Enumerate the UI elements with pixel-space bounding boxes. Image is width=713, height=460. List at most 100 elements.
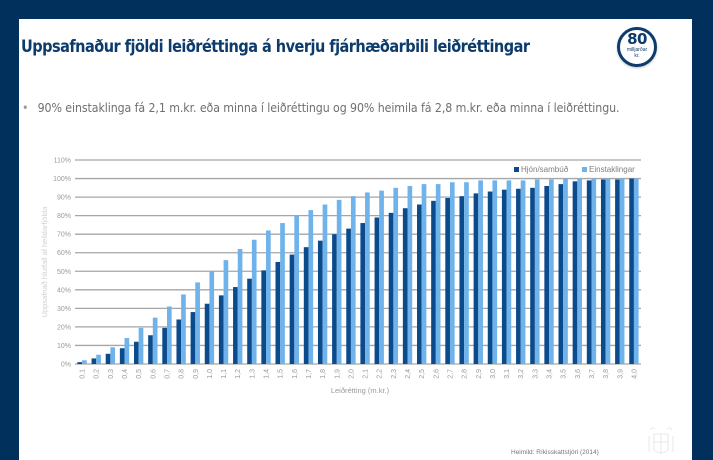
x-tick-label: 1,0 [207, 369, 214, 379]
bar-hjon-sambud [317, 240, 323, 364]
bullet-text: 90% einstaklinga fá 2,1 m.kr. eða minna … [37, 101, 620, 115]
bar-einstaklingar [435, 184, 441, 364]
bar-hjon-sambud [261, 270, 267, 364]
bar-einstaklingar [379, 190, 384, 364]
bar-hjon-sambud [346, 228, 351, 364]
x-tick-label: 0,9 [193, 369, 200, 379]
y-tick-label: 90% [57, 195, 71, 202]
bar-hjon-sambud [162, 327, 167, 364]
x-tick-label: 3,6 [575, 369, 582, 379]
bar-einstaklingar [223, 260, 229, 364]
bullet-marker-icon: • [22, 101, 29, 115]
bar-einstaklingar [82, 360, 87, 364]
bar-hjon-sambud [204, 303, 210, 364]
x-tick-label: 2,1 [363, 369, 370, 379]
x-tick-label: 1,3 [249, 369, 256, 379]
bar-hjon-sambud [275, 262, 281, 364]
bar-einstaklingar [251, 239, 257, 364]
y-tick-label: 110% [54, 158, 71, 165]
bar-hjon-sambud [374, 217, 380, 364]
x-tick-label: 2,4 [405, 369, 412, 379]
bar-hjon-sambud [247, 278, 252, 364]
bar-hjon-sambud [516, 188, 521, 364]
bar-einstaklingar [365, 192, 370, 364]
x-tick-label: 2,7 [447, 369, 454, 379]
bar-hjon-sambud [629, 178, 634, 364]
x-tick-label: 1,9 [334, 369, 341, 379]
bar-einstaklingar [407, 185, 413, 364]
bar-hjon-sambud [388, 212, 394, 364]
y-axis-title: Uppsafnað hlutfall af heildarfjölda [40, 206, 49, 318]
x-tick-label: 3,4 [547, 369, 554, 379]
x-tick-label: 3,7 [589, 369, 596, 379]
bar-hjon-sambud [134, 341, 139, 364]
bar-einstaklingar [280, 223, 285, 364]
bar-hjon-sambud [530, 187, 535, 364]
x-tick-label: 1,2 [235, 369, 242, 379]
x-tick-label: 0,1 [80, 369, 87, 379]
bar-hjon-sambud [218, 295, 224, 364]
x-axis-title: Leiðrétting (m.kr.) [331, 386, 390, 395]
bar-einstaklingar [308, 210, 314, 364]
x-tick-label: 1,7 [306, 369, 313, 379]
bar-einstaklingar [549, 179, 554, 364]
bar-hjon-sambud [417, 204, 422, 364]
bar-einstaklingar [520, 180, 526, 364]
x-tick-label: 1,6 [292, 369, 299, 379]
x-tick-label: 2,6 [433, 369, 440, 379]
bar-einstaklingar [181, 294, 186, 364]
bar-hjon-sambud [176, 319, 182, 364]
legend-swatch-hjon [514, 167, 519, 172]
bar-einstaklingar [605, 178, 611, 364]
x-tick-label: 4,0 [631, 369, 638, 379]
bar-einstaklingar [266, 230, 271, 364]
y-tick-label: 50% [57, 269, 71, 276]
y-tick-labels: 0% 10% 20% 30% 40% 50% 60% 70% 80% 90% 100% 110% [53, 158, 71, 369]
x-tick-label: 2,8 [462, 369, 469, 379]
legend-label-einstaklingar: Einstaklingar [589, 165, 635, 174]
bar-einstaklingar [336, 199, 342, 364]
bar-hjon-sambud [600, 179, 606, 364]
bar-einstaklingar [591, 178, 597, 364]
bar-hjon-sambud [77, 362, 83, 364]
bar-hjon-sambud [572, 181, 578, 364]
bar-hjon-sambud [473, 193, 479, 364]
bar-einstaklingar [633, 178, 639, 364]
x-tick-label: 3,3 [532, 369, 539, 379]
y-tick-label: 30% [57, 306, 71, 313]
bar-einstaklingar [350, 196, 356, 364]
x-tick-label: 2,9 [476, 369, 483, 379]
bar-hjon-sambud [190, 312, 196, 364]
bar-einstaklingar [534, 179, 540, 364]
x-tick-label: 1,8 [320, 369, 327, 379]
y-tick-label: 40% [57, 287, 71, 294]
x-tick-label: 0,7 [164, 369, 171, 379]
bar-einstaklingar [152, 317, 158, 364]
y-tick-label: 20% [57, 324, 71, 331]
bar-einstaklingar [393, 187, 399, 364]
bar-einstaklingar [506, 180, 512, 364]
bar-einstaklingar [195, 282, 200, 364]
bar-einstaklingar [421, 184, 427, 364]
bar-einstaklingar [563, 178, 568, 364]
bar-einstaklingar [322, 204, 328, 364]
bar-hjon-sambud [501, 189, 507, 364]
bar-hjon-sambud [289, 254, 295, 364]
bar-einstaklingar [138, 327, 144, 364]
x-tick-label: 0,4 [122, 369, 129, 379]
y-tick-label: 80% [57, 213, 71, 220]
x-tick-label: 3,9 [617, 369, 624, 379]
bar-hjon-sambud [303, 247, 309, 364]
bar-hjon-sambud [431, 200, 436, 364]
bar-hjon-sambud [148, 335, 153, 364]
x-tick-label: 0,6 [150, 369, 157, 379]
bar-einstaklingar [449, 182, 455, 364]
x-tick-label: 3,0 [490, 369, 497, 379]
bar-hjon-sambud [459, 196, 465, 364]
badge-unit-line2: kr. [634, 53, 640, 59]
bar-einstaklingar [577, 178, 582, 364]
legend-label-hjon: Hjón/sambúð [521, 165, 569, 174]
bar-einstaklingar [492, 180, 498, 364]
x-tick-label: 1,5 [278, 369, 285, 379]
